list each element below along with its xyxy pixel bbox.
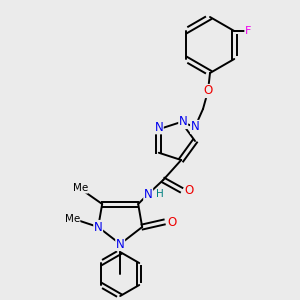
Text: Me: Me xyxy=(73,183,88,193)
Text: F: F xyxy=(245,26,251,36)
Text: N: N xyxy=(94,220,103,233)
Text: H: H xyxy=(156,189,164,199)
Text: N: N xyxy=(154,121,163,134)
Text: O: O xyxy=(203,85,213,98)
Text: O: O xyxy=(184,184,194,196)
Text: N: N xyxy=(116,238,124,250)
Text: O: O xyxy=(168,215,177,229)
Text: Me: Me xyxy=(64,214,80,224)
Text: N: N xyxy=(190,121,200,134)
Text: N: N xyxy=(179,116,188,128)
Text: N: N xyxy=(144,188,153,200)
